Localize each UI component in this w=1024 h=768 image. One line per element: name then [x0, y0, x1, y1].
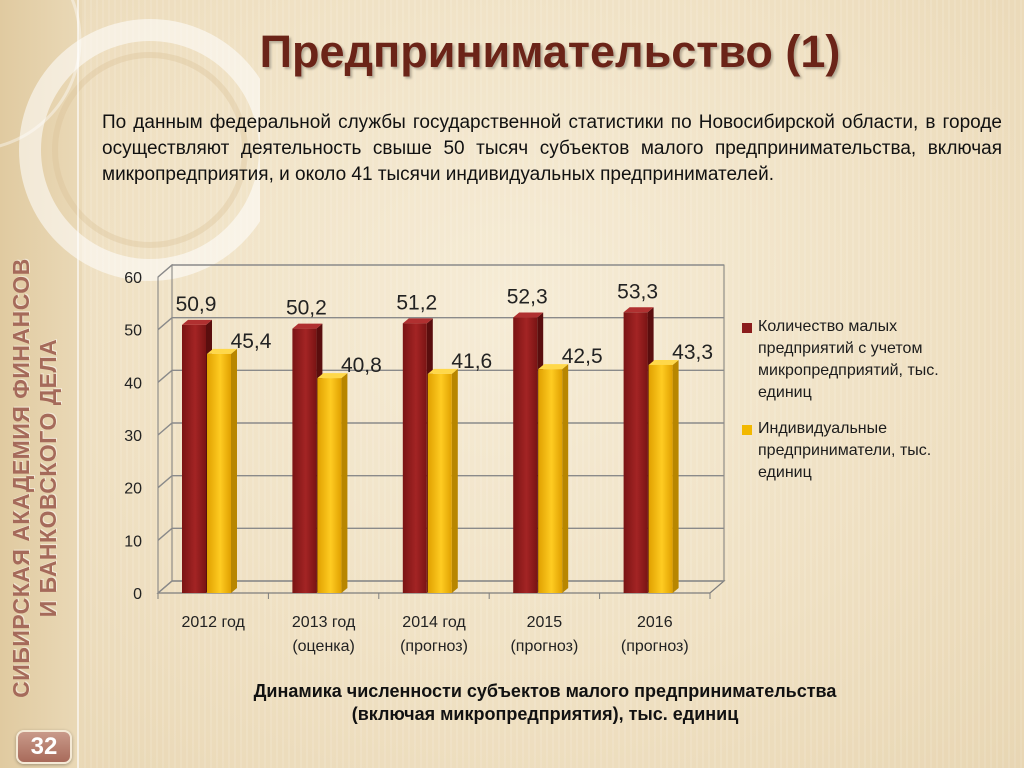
- bar-top: [207, 348, 237, 354]
- bar-top: [292, 323, 323, 329]
- data-label: 42,5: [562, 345, 603, 368]
- bar-small-enterprises: [513, 317, 538, 593]
- bar-side: [451, 368, 458, 593]
- legend-label-line: единиц: [758, 464, 812, 481]
- chart-caption-line2: (включая микропредприятия), тыс. единиц: [351, 704, 739, 724]
- chart-caption: Динамика численности субъектов малого пр…: [200, 680, 890, 726]
- data-label: 50,2: [286, 297, 327, 320]
- legend-item: Количество малых предприятий с учетом микр…: [742, 316, 992, 404]
- decorative-arcs: [0, 0, 260, 768]
- x-category-label: (оценка): [292, 638, 355, 655]
- bar-individual-entrepreneurs: [317, 378, 342, 593]
- bar-top: [317, 373, 348, 379]
- bar-individual-entrepreneurs: [538, 369, 563, 593]
- legend-label-line: предприятий с учетом: [758, 340, 923, 357]
- bar-small-enterprises: [402, 323, 427, 593]
- bar-top: [513, 312, 544, 318]
- bar-side: [231, 348, 237, 593]
- legend-label-line: предприниматели, тыс.: [758, 442, 932, 459]
- data-label: 45,4: [231, 330, 272, 353]
- legend-label-line: Количество малых: [758, 318, 898, 335]
- y-tick-label: 40: [124, 375, 142, 392]
- legend-swatch: [742, 323, 752, 333]
- data-label: 43,3: [672, 341, 713, 364]
- bar-top: [182, 319, 212, 325]
- bar-side: [562, 364, 569, 593]
- bar-top: [427, 368, 458, 374]
- bar-small-enterprises: [182, 324, 206, 593]
- x-category-label: (прогноз): [621, 638, 689, 655]
- bar-individual-entrepreneurs: [427, 373, 452, 593]
- bar-top: [648, 359, 679, 365]
- y-gridline: [157, 264, 724, 278]
- x-category-label: 2015: [527, 614, 563, 631]
- intro-paragraph: По данным федеральной службы государстве…: [102, 112, 1002, 185]
- y-tick-label: 0: [133, 586, 142, 603]
- data-label: 40,8: [341, 354, 382, 377]
- bar-individual-entrepreneurs: [207, 353, 231, 593]
- bar-chart: 0 10 20 30 40 50 60 50,9 45,4 2012 год 50,2 40,8 201…: [124, 263, 726, 655]
- y-tick-label: 60: [124, 270, 142, 287]
- data-label: 51,2: [396, 291, 437, 314]
- legend-label-line: Индивидуальные: [758, 420, 888, 437]
- bar-top: [538, 364, 569, 370]
- chart-legend: Количество малых предприятий с учетом микр…: [742, 316, 992, 488]
- legend-label-line: единиц: [758, 384, 812, 401]
- data-label: 52,3: [507, 286, 548, 309]
- x-category-label: 2013 год: [292, 614, 356, 631]
- y-tick-label: 50: [124, 323, 142, 340]
- x-category-label: 2012 год: [181, 614, 245, 631]
- x-category-label: 2016: [637, 614, 673, 631]
- legend-item: Индивидуальные предприниматели, тыс. едини…: [742, 418, 992, 484]
- slide-title: Предпринимательство (1): [259, 26, 841, 77]
- data-label: 50,9: [176, 293, 217, 316]
- page-number: 32: [16, 730, 72, 764]
- bar-small-enterprises: [623, 312, 648, 593]
- x-category-label: (прогноз): [400, 638, 468, 655]
- data-label: 41,6: [451, 350, 492, 373]
- bar-side: [672, 359, 679, 593]
- bar-side: [341, 373, 348, 593]
- x-category-label: 2014 год: [402, 614, 466, 631]
- bar-top: [402, 318, 433, 324]
- legend-swatch: [742, 425, 752, 435]
- y-tick-label: 20: [124, 481, 142, 498]
- legend-label-line: микропредприятий, тыс.: [758, 362, 939, 379]
- bar-top: [623, 307, 654, 313]
- x-category-label: (прогноз): [510, 638, 578, 655]
- bar-individual-entrepreneurs: [648, 364, 673, 593]
- chart-caption-line1: Динамика численности субъектов малого пр…: [253, 681, 837, 701]
- data-label: 53,3: [617, 280, 658, 303]
- bar-small-enterprises: [292, 328, 317, 593]
- y-tick-label: 30: [124, 428, 142, 445]
- y-tick-label: 10: [124, 533, 142, 550]
